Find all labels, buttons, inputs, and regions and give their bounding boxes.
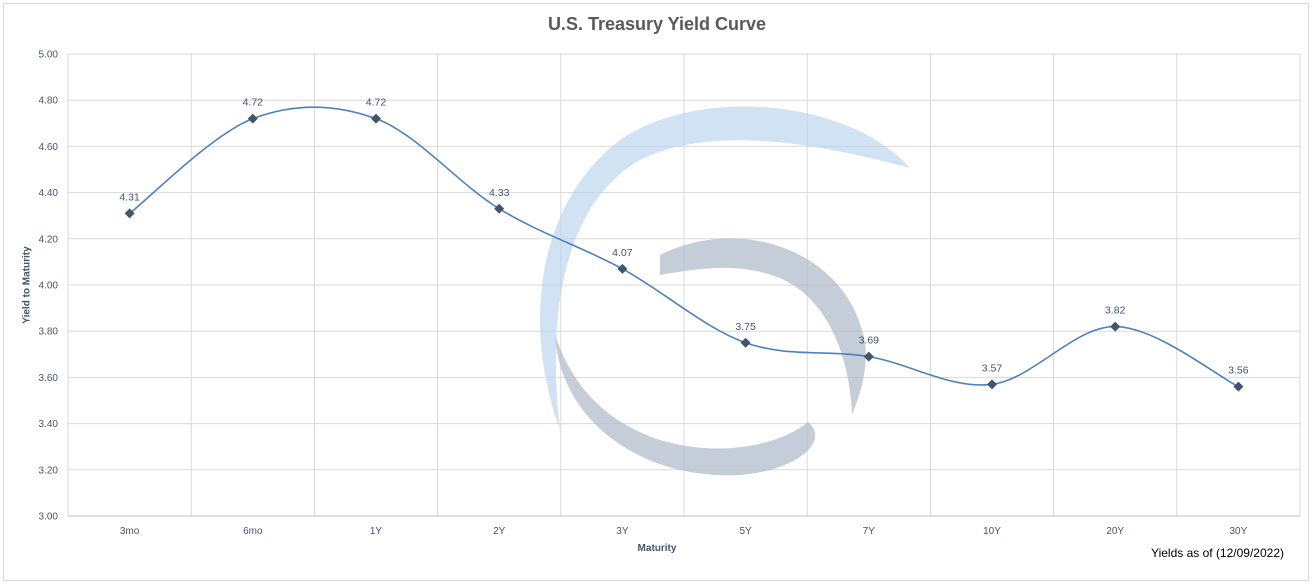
- chart-title: U.S. Treasury Yield Curve: [547, 14, 767, 34]
- x-tick-label: 6mo: [243, 526, 263, 537]
- y-tick-label: 3.20: [39, 465, 59, 476]
- x-tick-label: 1Y: [370, 526, 383, 537]
- data-point-marker: [371, 113, 381, 124]
- data-label: 4.72: [366, 97, 387, 109]
- data-label: 4.72: [243, 97, 264, 109]
- x-tick-label: 2Y: [493, 526, 506, 537]
- y-tick-label: 3.80: [39, 327, 59, 338]
- y-tick-labels: 3.00 3.20 3.40 3.60 3.80 4.00 4.20 4.40 4.60 4.80…: [39, 50, 59, 523]
- data-point-marker: [617, 263, 628, 274]
- data-point-marker: [987, 379, 997, 390]
- data-label: 3.56: [1228, 365, 1249, 377]
- data-labels: 4.31 4.72 4.72 4.33 4.07 3.75 3.69 3.57 3.82 3.56: [119, 97, 1248, 377]
- data-point-marker: [863, 351, 874, 362]
- x-tick-label: 3mo: [120, 526, 140, 537]
- data-label: 4.31: [119, 191, 140, 203]
- chart-area: [3, 3, 1309, 581]
- y-tick-label: 3.40: [39, 419, 59, 430]
- yields-date-note: Yields as of (12/09/2022): [1151, 546, 1284, 560]
- data-label: 3.57: [982, 362, 1003, 374]
- y-tick-label: 4.20: [39, 234, 59, 245]
- data-label: 3.75: [735, 321, 756, 333]
- y-tick-label: 4.00: [39, 281, 59, 292]
- x-tick-label: 20Y: [1106, 526, 1124, 537]
- y-tick-label: 5.00: [39, 50, 59, 61]
- y-tick-label: 3.00: [39, 512, 59, 523]
- logo-watermark: [540, 106, 910, 476]
- data-point-marker: [1233, 381, 1244, 392]
- data-label: 3.82: [1105, 305, 1126, 317]
- x-tick-labels: 3mo 6mo 1Y 2Y 3Y 5Y 7Y 10Y 20Y 30Y: [120, 526, 1248, 537]
- y-tick-label: 4.60: [39, 142, 59, 153]
- data-point-marker: [124, 208, 135, 219]
- x-tick-label: 10Y: [983, 526, 1001, 537]
- data-point-marker: [494, 203, 505, 214]
- data-label: 4.33: [489, 187, 510, 199]
- data-label: 3.69: [859, 335, 880, 347]
- data-markers: [124, 113, 1244, 392]
- data-label: 4.07: [612, 247, 633, 259]
- series-line-yield: [129, 106, 1239, 388]
- data-point-marker: [740, 337, 751, 348]
- data-point-marker: [247, 113, 258, 124]
- x-tick-label: 30Y: [1230, 526, 1248, 537]
- y-tick-label: 4.40: [39, 188, 59, 199]
- x-tick-label: 7Y: [863, 526, 876, 537]
- x-tick-label: 5Y: [739, 526, 752, 537]
- data-point-marker: [1110, 321, 1121, 332]
- x-axis-label: Maturity: [637, 543, 677, 554]
- y-tick-label: 3.60: [39, 373, 59, 384]
- y-tick-label: 4.80: [39, 96, 59, 107]
- x-tick-label: 3Y: [616, 526, 629, 537]
